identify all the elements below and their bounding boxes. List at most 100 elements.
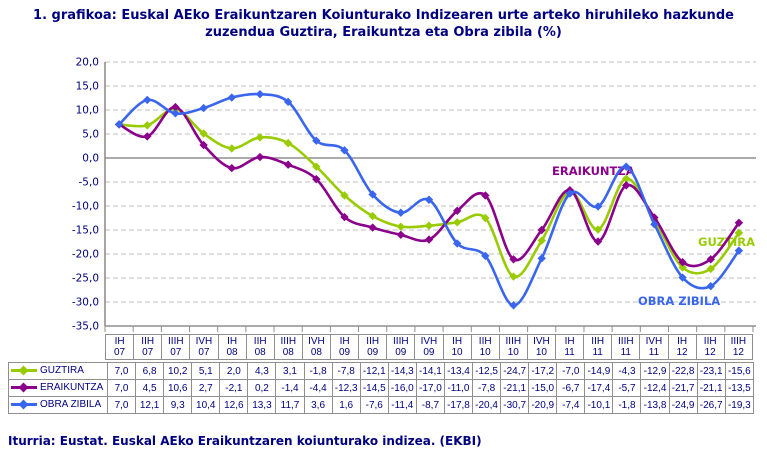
table-row-obra-zibila: OBRA ZIBILA 7,0 12,1 9,3 10,4 12,6 13,3 11,7 3,6… xyxy=(8,396,755,414)
value-cell: -26,7 xyxy=(696,396,726,414)
x-axis-label-cell: IIIH 07 xyxy=(161,334,191,360)
data-point-marker-eraikuntza xyxy=(537,225,546,235)
data-point-marker-eraikuntza xyxy=(143,132,152,141)
value-cell: 1,6 xyxy=(331,396,361,414)
value-cell: -17,4 xyxy=(584,379,614,397)
value-cell: -7,8 xyxy=(472,379,502,397)
value-cell: -14,5 xyxy=(359,379,389,397)
value-cell: -19,3 xyxy=(724,396,755,414)
data-point-marker-eraikuntza xyxy=(171,102,180,112)
table-row-guztira: GUZTIRA 7,0 6,8 10,2 5,1 2,0 4,3 3,1 -1,8 -7,8 -12… xyxy=(8,362,755,380)
y-tick-label: 5,0 xyxy=(82,129,99,141)
series-name: ERAIKUNTZA xyxy=(40,382,104,394)
value-cell: -5,7 xyxy=(612,379,642,397)
y-tick-label: 20,0 xyxy=(76,57,99,69)
value-cell: -15,0 xyxy=(528,379,558,397)
value-cell: 12,1 xyxy=(135,396,165,414)
value-cell: -12,1 xyxy=(359,362,389,380)
value-cell: -7,0 xyxy=(556,362,586,380)
diamond-marker-icon xyxy=(18,382,29,393)
value-cell: -7,8 xyxy=(331,362,361,380)
value-cell: -1,8 xyxy=(303,362,333,380)
data-point-marker-obra-zibila xyxy=(340,146,349,155)
value-cell: -21,1 xyxy=(696,379,726,397)
data-point-marker-obra-zibila xyxy=(622,162,631,171)
value-cell: -13,8 xyxy=(640,396,670,414)
x-axis-label-cell: IH 12 xyxy=(667,334,697,360)
x-axis-label-cell: IH 08 xyxy=(217,334,247,360)
x-axis-label-cell: IIIH 08 xyxy=(273,334,303,360)
x-axis-label-cell: IIH 08 xyxy=(245,334,275,360)
data-point-marker-obra-zibila xyxy=(678,273,687,282)
chart-title: 1. grafikoa: Euskal AEko Eraikuntzaren K… xyxy=(0,7,767,41)
value-cell: 7,0 xyxy=(106,362,137,380)
value-cell: -13,5 xyxy=(724,379,755,397)
data-point-marker-guztira xyxy=(481,213,490,223)
data-point-marker-guztira xyxy=(678,263,687,272)
value-cell: -14,1 xyxy=(415,362,445,380)
table-row-eraikuntza: ERAIKUNTZA 7,0 4,5 10,6 2,7 -2,1 0,2 -1,4 -4,4 -1… xyxy=(8,379,755,397)
data-point-marker-guztira xyxy=(396,222,406,231)
data-point-marker-obra-zibila xyxy=(424,195,434,204)
y-tick-label: -20,0 xyxy=(72,249,99,261)
x-axis-label-cell: IIH 07 xyxy=(133,334,163,360)
value-cell: -12,5 xyxy=(472,362,502,380)
data-point-marker-eraikuntza xyxy=(481,191,490,200)
value-cell: -12,9 xyxy=(640,362,670,380)
data-point-marker-guztira xyxy=(340,191,349,200)
x-axis-label-cell: IVH 11 xyxy=(639,334,669,360)
value-cell: 9,3 xyxy=(163,396,193,414)
data-point-marker-guztira xyxy=(143,121,152,130)
data-point-marker-eraikuntza xyxy=(396,230,406,239)
value-cell: -17,2 xyxy=(528,362,558,380)
data-point-marker-obra-zibila xyxy=(368,190,377,199)
x-axis-label-cell: IH 11 xyxy=(554,334,585,360)
x-axis-label-cell: IVH 08 xyxy=(301,334,332,360)
y-tick-label: -30,0 xyxy=(72,297,99,309)
value-cell: -7,6 xyxy=(359,396,389,414)
data-point-marker-obra-zibila xyxy=(114,120,124,129)
value-cell: -1,4 xyxy=(275,379,305,397)
x-axis-label-cell: IIIH 10 xyxy=(498,334,528,360)
value-cell: 6,8 xyxy=(135,362,165,380)
data-point-marker-guztira xyxy=(227,144,236,153)
value-cell: -8,7 xyxy=(415,396,445,414)
legend-swatch-eraikuntza xyxy=(11,382,37,393)
series-name: GUZTIRA xyxy=(40,365,84,377)
data-point-marker-obra-zibila xyxy=(565,189,575,198)
data-point-marker-eraikuntza xyxy=(424,235,434,244)
data-point-marker-eraikuntza xyxy=(283,160,293,169)
data-point-marker-obra-zibila xyxy=(312,136,321,145)
legend-swatch-obra-zibila xyxy=(11,399,37,410)
data-point-marker-obra-zibila xyxy=(171,109,180,118)
chart-title-line1: 1. grafikoa: Euskal AEko Eraikuntzaren K… xyxy=(33,8,734,23)
data-point-marker-eraikuntza xyxy=(340,212,349,222)
value-cell: 2,0 xyxy=(219,362,249,380)
data-point-marker-guztira xyxy=(537,236,546,245)
diamond-marker-icon xyxy=(18,399,29,410)
data-point-marker-guztira xyxy=(283,138,293,148)
value-cell: -12,4 xyxy=(640,379,670,397)
x-axis-label-cell: IH 07 xyxy=(104,334,135,360)
x-axis-label-cell: IIIH 12 xyxy=(723,334,754,360)
data-point-marker-obra-zibila xyxy=(593,202,603,211)
data-point-marker-obra-zibila xyxy=(396,208,406,217)
data-point-marker-guztira xyxy=(424,221,434,230)
value-cell: 7,0 xyxy=(106,396,137,414)
value-cell: 7,0 xyxy=(106,379,137,397)
value-cell: -14,9 xyxy=(584,362,614,380)
source-note: Iturria: Eustat. Euskal AEko Eraikuntzar… xyxy=(8,434,482,448)
data-point-marker-obra-zibila xyxy=(650,220,659,229)
data-point-marker-obra-zibila xyxy=(481,251,490,261)
value-cell: 3,6 xyxy=(303,396,333,414)
x-axis-label-cell: IIIH 11 xyxy=(611,334,641,360)
y-tick-label: -25,0 xyxy=(72,273,99,285)
value-cell: -12,3 xyxy=(331,379,361,397)
value-cell: -11,0 xyxy=(443,379,474,397)
data-point-marker-eraikuntza xyxy=(255,152,265,162)
x-axis-label-cell: IH 10 xyxy=(442,334,472,360)
data-point-marker-obra-zibila xyxy=(255,89,265,99)
value-cell: -15,6 xyxy=(724,362,755,380)
data-point-marker-eraikuntza xyxy=(593,237,603,246)
